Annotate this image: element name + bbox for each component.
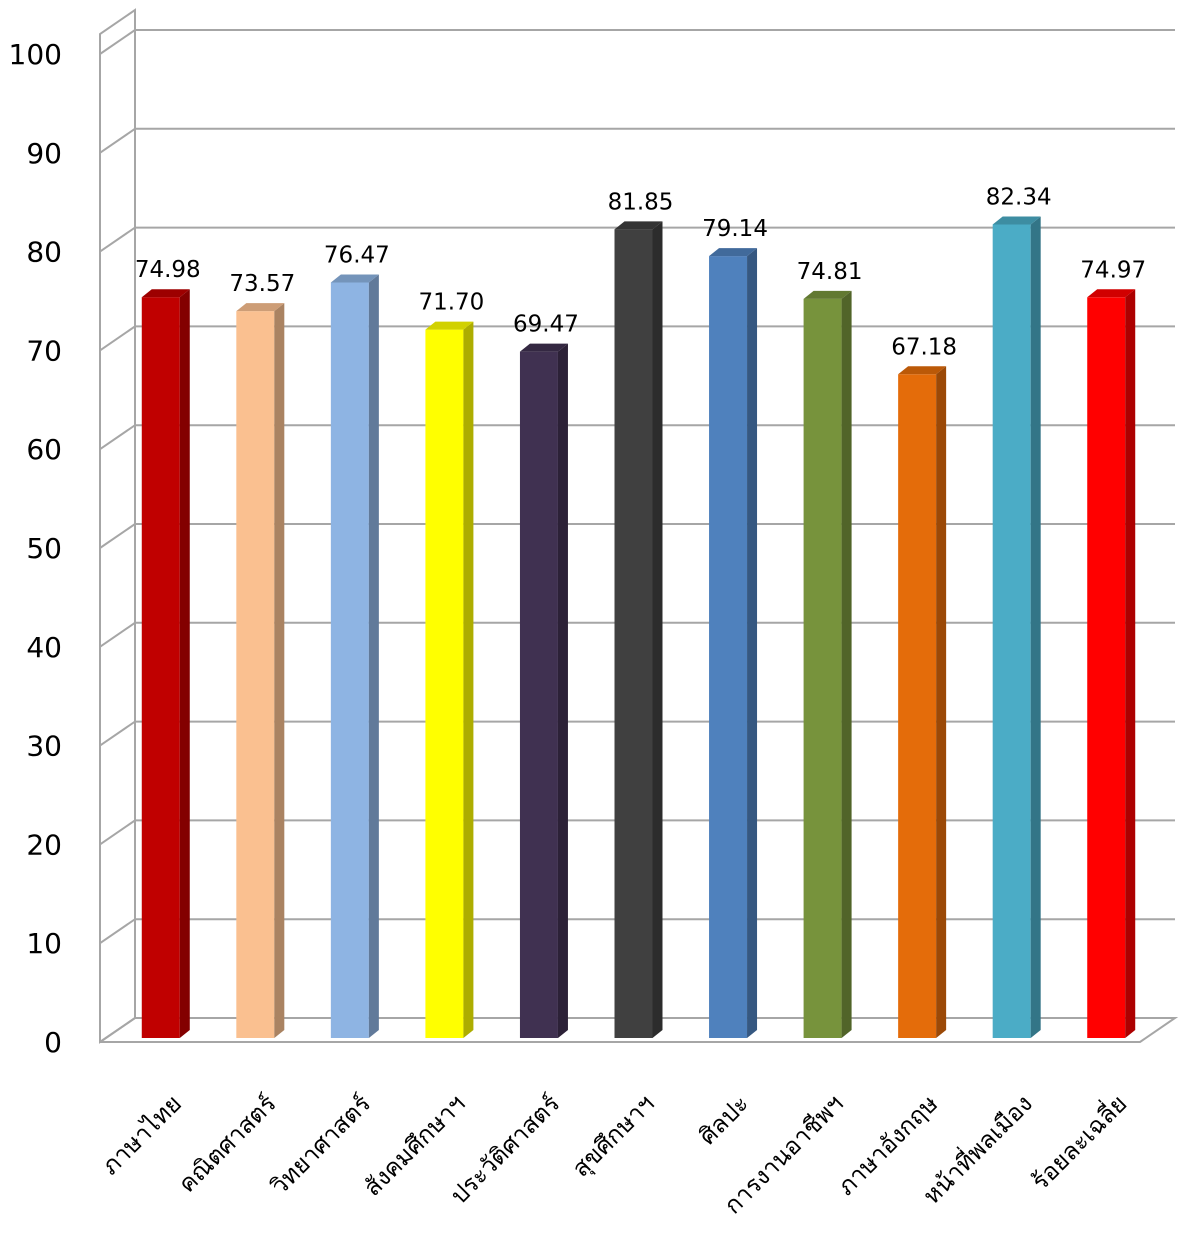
data-label: 74.98 bbox=[135, 257, 201, 283]
y-tick-label: 90 bbox=[26, 137, 62, 170]
bar-top bbox=[519, 343, 568, 352]
bar-11 bbox=[1087, 289, 1136, 1038]
y-tick-label: 80 bbox=[26, 236, 62, 269]
data-label: 73.57 bbox=[229, 271, 295, 297]
bar-side bbox=[179, 289, 190, 1038]
bar-6 bbox=[614, 221, 663, 1038]
side-wall bbox=[99, 8, 136, 1044]
x-axis-labels: ภาษาไทยคณิตศาสตร์วิทยาศาสตร์สังคมศึกษาฯป… bbox=[96, 1087, 1132, 1219]
bar-1 bbox=[141, 289, 190, 1038]
y-tick-label: 60 bbox=[26, 433, 62, 466]
bar-3 bbox=[330, 274, 379, 1038]
x-tick-label: คณิตศาสตร์ bbox=[173, 1089, 282, 1198]
bar-side bbox=[368, 274, 379, 1038]
x-tick-label: ศิลปะ bbox=[693, 1089, 754, 1150]
bar-front bbox=[614, 229, 653, 1038]
y-tick-label: 20 bbox=[26, 828, 62, 861]
y-tick-label: 70 bbox=[26, 334, 62, 367]
bar-side bbox=[841, 290, 852, 1038]
gridline-80 bbox=[99, 226, 1175, 253]
data-label: 76.47 bbox=[324, 242, 390, 268]
bar-7 bbox=[709, 248, 758, 1038]
data-label: 67.18 bbox=[891, 334, 957, 360]
bar-front bbox=[1087, 297, 1126, 1038]
bar-top bbox=[425, 321, 474, 330]
bar-top bbox=[1087, 289, 1136, 298]
bar-side bbox=[747, 248, 758, 1038]
data-label: 81.85 bbox=[608, 189, 674, 215]
bar-side bbox=[1125, 289, 1136, 1038]
y-tick-label: 10 bbox=[26, 927, 62, 960]
bar-top bbox=[141, 289, 190, 298]
data-label: 74.81 bbox=[797, 259, 863, 285]
bar-8 bbox=[803, 290, 852, 1038]
bar-front bbox=[519, 351, 558, 1038]
x-tick-label: ร้อยละเฉลี่ย bbox=[1024, 1087, 1132, 1195]
bar-front bbox=[236, 311, 275, 1038]
bar-top bbox=[614, 221, 663, 230]
bar-front bbox=[141, 297, 180, 1038]
bars bbox=[141, 216, 1136, 1038]
bar-top bbox=[803, 290, 852, 299]
bar-2 bbox=[236, 303, 285, 1038]
bar-side bbox=[1030, 216, 1041, 1038]
data-labels: 74.98 73.57 76.47 71.70 69.47 81.85 79.14 74.81… bbox=[135, 184, 1146, 360]
y-tick-label: 0 bbox=[44, 1026, 62, 1059]
bar-5 bbox=[519, 343, 568, 1038]
bar-front bbox=[709, 256, 748, 1038]
y-tick-label: 30 bbox=[26, 730, 62, 763]
data-label: 71.70 bbox=[418, 290, 484, 316]
bar-top bbox=[898, 366, 947, 375]
bar-side bbox=[274, 303, 285, 1038]
y-axis-ticks: 0 10 20 30 40 50 60 70 80 90 100 bbox=[9, 38, 62, 1059]
bar-front bbox=[425, 329, 464, 1038]
bar-top bbox=[709, 248, 758, 257]
bar-front bbox=[330, 282, 369, 1038]
bar-side bbox=[652, 221, 663, 1038]
y-tick-label: 40 bbox=[26, 631, 62, 664]
bar-top bbox=[992, 216, 1041, 225]
bar-top bbox=[330, 274, 379, 283]
bar-10 bbox=[992, 216, 1041, 1038]
x-tick-label: สุขศึกษาฯ bbox=[567, 1089, 661, 1183]
bar-top bbox=[236, 303, 285, 312]
bar-4 bbox=[425, 321, 474, 1038]
bar-front bbox=[898, 374, 937, 1038]
y-tick-label: 100 bbox=[9, 38, 62, 71]
bar-side bbox=[557, 343, 568, 1038]
bar-9 bbox=[898, 366, 947, 1038]
bar-side bbox=[936, 366, 947, 1038]
gridline-100 bbox=[99, 29, 1175, 55]
data-label: 79.14 bbox=[702, 216, 768, 242]
data-label: 69.47 bbox=[513, 312, 579, 338]
gridline-90 bbox=[99, 127, 1175, 154]
bar-front bbox=[992, 224, 1031, 1038]
bar-side bbox=[463, 321, 474, 1038]
data-label: 74.97 bbox=[1080, 257, 1146, 283]
x-tick-label: ภาษาไทย bbox=[96, 1089, 187, 1180]
y-tick-label: 50 bbox=[26, 532, 62, 565]
data-label: 82.34 bbox=[986, 184, 1052, 210]
bar-front bbox=[803, 298, 842, 1038]
